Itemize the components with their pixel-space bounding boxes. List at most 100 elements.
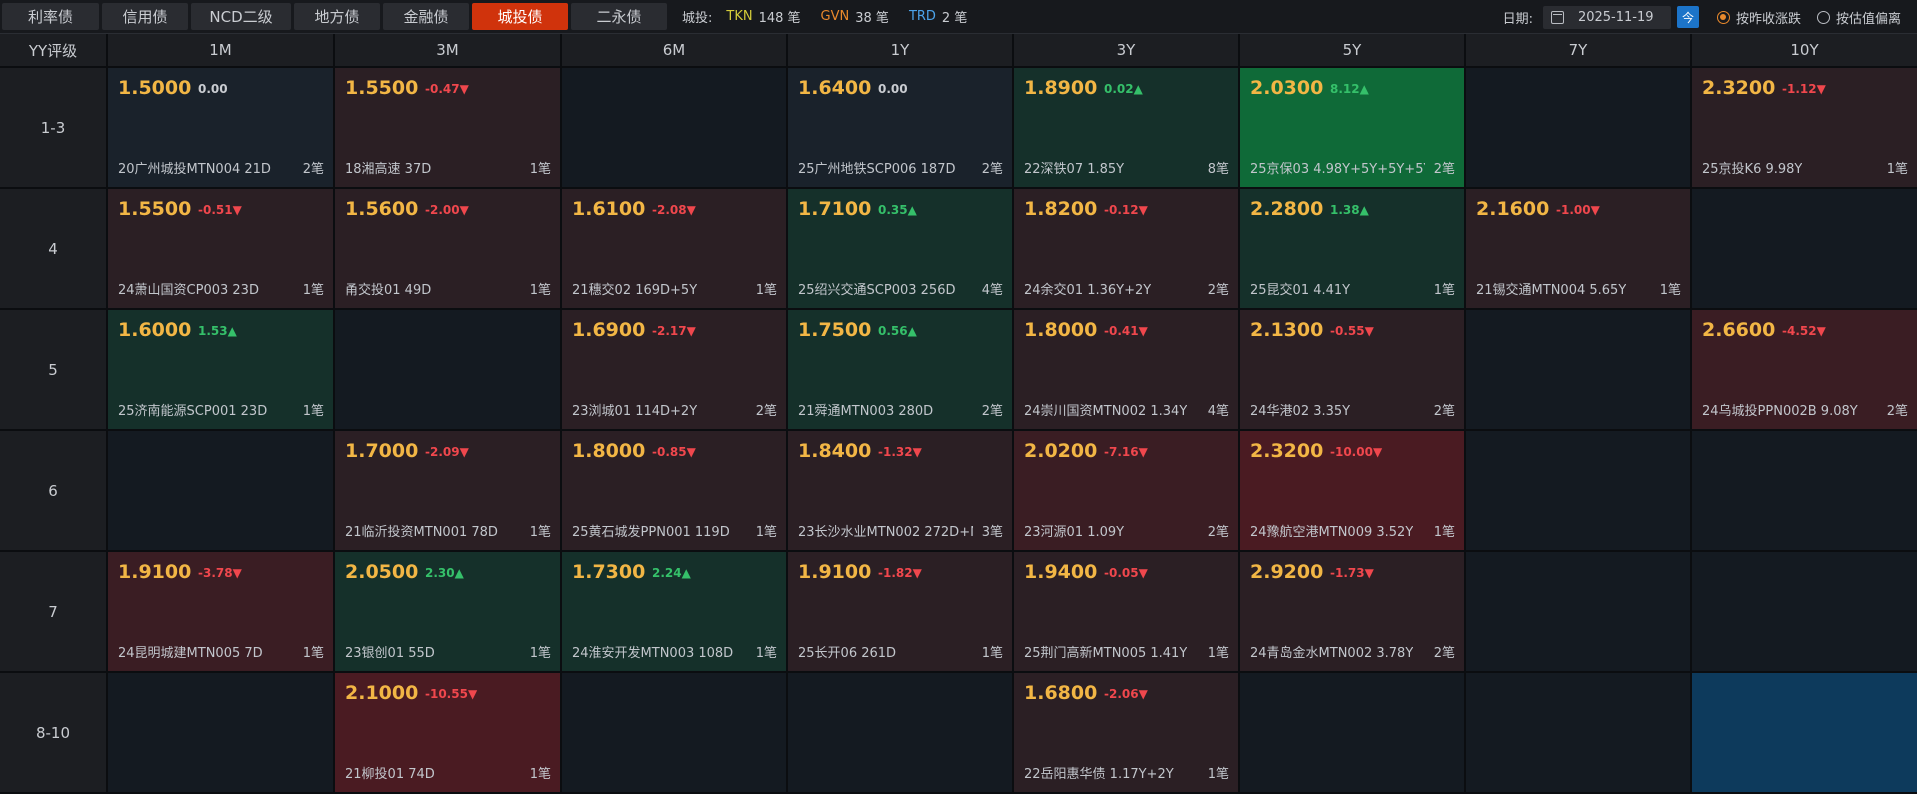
quote-cell[interactable]: 1.7500 0.56▲ 21舜通MTN003 280D 2笔 [788, 310, 1012, 429]
yield-value: 1.8200 [1024, 198, 1098, 220]
trade-count: 1笔 [527, 158, 551, 177]
trade-count: 2笔 [1431, 158, 1455, 177]
empty-cell[interactable] [788, 673, 1012, 792]
empty-cell[interactable] [1466, 68, 1690, 187]
empty-cell[interactable] [1692, 189, 1917, 308]
yield-change: -2.09▼ [425, 445, 469, 459]
yield-change: 8.12▲ [1330, 82, 1369, 96]
bond-name: 23长沙水业MTN002 272D+N [798, 525, 973, 540]
yield-change: -0.12▼ [1104, 203, 1148, 217]
empty-cell[interactable] [562, 68, 786, 187]
empty-cell[interactable] [1466, 552, 1690, 671]
empty-cell[interactable] [1692, 552, 1917, 671]
quote-cell[interactable]: 1.9400 -0.05▼ 25荆门高新MTN005 1.41Y 1笔 [1014, 552, 1238, 671]
quote-cell[interactable]: 2.9200 -1.73▼ 24青岛金水MTN002 3.78Y 2笔 [1240, 552, 1464, 671]
empty-cell[interactable] [1692, 673, 1917, 792]
quote-cell[interactable]: 1.8000 -0.41▼ 24崇川国资MTN002 1.34Y 4笔 [1014, 310, 1238, 429]
empty-cell[interactable] [1466, 431, 1690, 550]
bond-name: 25长开06 261D [798, 646, 897, 661]
quote-cell[interactable]: 1.6100 -2.08▼ 21穗交02 169D+5Y 1笔 [562, 189, 786, 308]
column-header-1Y[interactable]: 1Y [788, 34, 1012, 66]
quote-cell[interactable]: 1.5000 0.00 20广州城投MTN004 21D 2笔 [108, 68, 333, 187]
quote-cell[interactable]: 2.3200 -1.12▼ 25京投K6 9.98Y 1笔 [1692, 68, 1917, 187]
column-header-6M[interactable]: 6M [562, 34, 786, 66]
yield-value: 1.8900 [1024, 77, 1098, 99]
quote-cell[interactable]: 1.7000 -2.09▼ 21临沂投资MTN001 78D 1笔 [335, 431, 560, 550]
trade-count: 1笔 [300, 400, 324, 419]
quote-cell[interactable]: 1.5500 -0.51▼ 24萧山国资CP003 23D 1笔 [108, 189, 333, 308]
trade-count: 1笔 [1205, 642, 1229, 661]
bond-name: 21舜通MTN003 280D [798, 404, 934, 419]
column-header-5Y[interactable]: 5Y [1240, 34, 1464, 66]
radio-valuation[interactable]: 按估值偏离 [1816, 8, 1901, 27]
trade-count: 1笔 [1884, 158, 1908, 177]
empty-cell[interactable] [108, 431, 333, 550]
quote-cell[interactable]: 2.0500 2.30▲ 23银创01 55D 1笔 [335, 552, 560, 671]
tab-0[interactable]: 利率债 [2, 3, 99, 30]
empty-cell[interactable] [562, 673, 786, 792]
column-header-7Y[interactable]: 7Y [1466, 34, 1690, 66]
quote-cell[interactable]: 1.8200 -0.12▼ 24余交01 1.36Y+2Y 2笔 [1014, 189, 1238, 308]
today-button[interactable]: 今 [1676, 6, 1699, 28]
quote-cell[interactable]: 1.8000 -0.85▼ 25黄石城发PPN001 119D 1笔 [562, 431, 786, 550]
tkn-code: TKN [726, 9, 753, 24]
empty-cell[interactable] [1466, 673, 1690, 792]
yield-value: 1.5500 [118, 198, 192, 220]
quote-cell[interactable]: 2.6600 -4.52▼ 24乌城投PPN002B 9.08Y 2笔 [1692, 310, 1917, 429]
tab-6[interactable]: 二永债 [571, 3, 667, 30]
empty-cell[interactable] [108, 673, 333, 792]
trd-count: 2 笔 [941, 11, 968, 26]
quote-cell[interactable]: 1.6000 1.53▲ 25济南能源SCP001 23D 1笔 [108, 310, 333, 429]
row-header-1-3: 1-3 [0, 68, 106, 187]
empty-cell[interactable] [1692, 431, 1917, 550]
quote-cell[interactable]: 1.6900 -2.17▼ 23浏城01 114D+2Y 2笔 [562, 310, 786, 429]
quote-cell[interactable]: 2.1600 -1.00▼ 21锡交通MTN004 5.65Y 1笔 [1466, 189, 1690, 308]
quote-cell[interactable]: 1.6400 0.00 25广州地铁SCP006 187D 2笔 [788, 68, 1012, 187]
trade-count: 2笔 [1884, 400, 1908, 419]
trade-count: 2笔 [1431, 400, 1455, 419]
radio-prev-close[interactable]: 按昨收涨跌 [1716, 8, 1801, 27]
quote-cell[interactable]: 1.9100 -1.82▼ 25长开06 261D 1笔 [788, 552, 1012, 671]
empty-cell[interactable] [335, 310, 560, 429]
quote-cell[interactable]: 1.8400 -1.32▼ 23长沙水业MTN002 272D+N 3笔 [788, 431, 1012, 550]
yield-change: -4.52▼ [1782, 324, 1826, 338]
quote-cell[interactable]: 2.1300 -0.55▼ 24华港02 3.35Y 2笔 [1240, 310, 1464, 429]
yield-change: -10.55▼ [425, 687, 478, 701]
quote-cell[interactable]: 1.6800 -2.06▼ 22岳阳惠华债 1.17Y+2Y 1笔 [1014, 673, 1238, 792]
empty-cell[interactable] [1240, 673, 1464, 792]
yield-change: 2.30▲ [425, 566, 464, 580]
quote-cell[interactable]: 1.7300 2.24▲ 24淮安开发MTN003 108D 1笔 [562, 552, 786, 671]
yield-change: -10.00▼ [1330, 445, 1383, 459]
column-header-3Y[interactable]: 3Y [1014, 34, 1238, 66]
column-header-10Y[interactable]: 10Y [1692, 34, 1917, 66]
column-header-1M[interactable]: 1M [108, 34, 333, 66]
empty-cell[interactable] [1466, 310, 1690, 429]
top-toolbar: 利率债 信用债 NCD二级 地方债 金融债 城投债 二永债 城投: TKN 148 笔 GV… [0, 0, 1917, 34]
bond-name: 22岳阳惠华债 1.17Y+2Y [1024, 767, 1174, 782]
tab-4[interactable]: 金融债 [383, 3, 469, 30]
quote-cell[interactable]: 1.5500 -0.47▼ 18湘高速 37D 1笔 [335, 68, 560, 187]
yield-value: 2.0200 [1024, 440, 1098, 462]
column-header-3M[interactable]: 3M [335, 34, 560, 66]
radio-selected-icon [1716, 10, 1730, 24]
bond-name: 24乌城投PPN002B 9.08Y [1702, 404, 1858, 419]
quote-cell[interactable]: 1.9100 -3.78▼ 24昆明城建MTN005 7D 1笔 [108, 552, 333, 671]
calendar-icon[interactable] [1550, 10, 1564, 24]
quote-cell[interactable]: 1.5600 -2.00▼ 甬交投01 49D 1笔 [335, 189, 560, 308]
quote-cell[interactable]: 1.7100 0.35▲ 25绍兴交通SCP003 256D 4笔 [788, 189, 1012, 308]
bond-name: 23浏城01 114D+2Y [572, 404, 698, 419]
quote-cell[interactable]: 1.8900 0.02▲ 22深铁07 1.85Y 8笔 [1014, 68, 1238, 187]
quote-cell[interactable]: 2.0200 -7.16▼ 23河源01 1.09Y 2笔 [1014, 431, 1238, 550]
quote-cell[interactable]: 2.1000 -10.55▼ 21柳投01 74D 1笔 [335, 673, 560, 792]
quote-cell[interactable]: 2.0300 8.12▲ 25京保03 4.98Y+5Y+5Y+5Y+5 2笔 [1240, 68, 1464, 187]
bond-name: 21锡交通MTN004 5.65Y [1476, 283, 1627, 298]
date-picker[interactable]: 2025-11-19 [1542, 5, 1671, 29]
quote-cell[interactable]: 2.3200 -10.00▼ 24豫航空港MTN009 3.52Y 1笔 [1240, 431, 1464, 550]
trade-count: 1笔 [527, 521, 551, 540]
tab-5[interactable]: 城投债 [472, 3, 568, 30]
tab-1[interactable]: 信用债 [102, 3, 188, 30]
yield-value: 1.5600 [345, 198, 419, 220]
tab-3[interactable]: 地方债 [294, 3, 380, 30]
quote-cell[interactable]: 2.2800 1.38▲ 25昆交01 4.41Y 1笔 [1240, 189, 1464, 308]
tab-2[interactable]: NCD二级 [191, 3, 291, 30]
